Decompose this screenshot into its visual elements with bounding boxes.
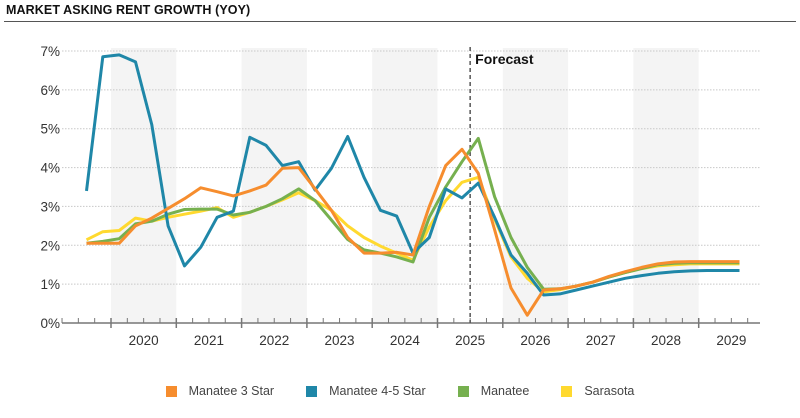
legend-swatch: [306, 385, 318, 397]
shaded-band-2028: [633, 48, 699, 323]
legend-item: Sarasota: [561, 384, 634, 398]
y-tick-label: 2%: [40, 238, 60, 253]
x-tick-label: 2021: [194, 333, 224, 348]
legend-label: Sarasota: [584, 384, 635, 398]
series-line-manatee-3-star: [86, 147, 740, 317]
legend-swatch: [165, 385, 177, 397]
forecast-marker: Forecast: [469, 47, 534, 323]
legend-label: Manatee 3 Star: [188, 384, 275, 398]
legend-label: Manatee 4-5 Star: [329, 384, 426, 398]
title-divider: [4, 21, 796, 22]
series-lines: [85, 53, 740, 317]
y-tick-label: 7%: [40, 44, 60, 59]
x-tick-label: 2026: [520, 333, 550, 348]
x-tick-label: 2029: [716, 333, 746, 348]
x-tick-label: 2027: [586, 333, 616, 348]
legend-label: Manatee: [480, 384, 530, 398]
chart-title: MARKET ASKING RENT GROWTH (YOY): [6, 3, 251, 17]
y-tick-label: 0%: [40, 316, 60, 331]
y-axis: 0% 1% 2% 3% 4% 5% 6% 7%: [40, 44, 60, 331]
y-tick-label: 3%: [40, 199, 60, 214]
shaded-band-2022: [241, 48, 307, 323]
legend-item: Manatee 3 Star: [165, 384, 275, 398]
y-tick-label: 6%: [40, 83, 60, 98]
x-axis: 2020 2021 2022 2023 2024 2025 2026 2027 2028 2029: [61, 318, 760, 348]
x-tick-label: 2025: [455, 333, 485, 348]
legend-item: Manatee: [457, 384, 530, 398]
shaded-band-2024: [372, 48, 438, 323]
x-tick-label: 2022: [259, 333, 289, 348]
legend-item: Manatee 4-5 Star: [306, 384, 426, 398]
forecast-label: Forecast: [475, 51, 534, 67]
y-tick-label: 1%: [40, 277, 60, 292]
x-tick-label: 2023: [325, 333, 355, 348]
y-tick-label: 4%: [40, 161, 60, 176]
x-tick-label: 2020: [129, 333, 159, 348]
y-tick-label: 5%: [40, 122, 60, 137]
legend-swatch: [457, 385, 469, 397]
legend: Manatee 3 Star Manatee 4-5 Star Manatee Sar…: [0, 384, 800, 398]
x-tick-label: 2028: [651, 333, 681, 348]
legend-swatch: [561, 385, 573, 397]
x-tick-label: 2024: [390, 333, 421, 348]
